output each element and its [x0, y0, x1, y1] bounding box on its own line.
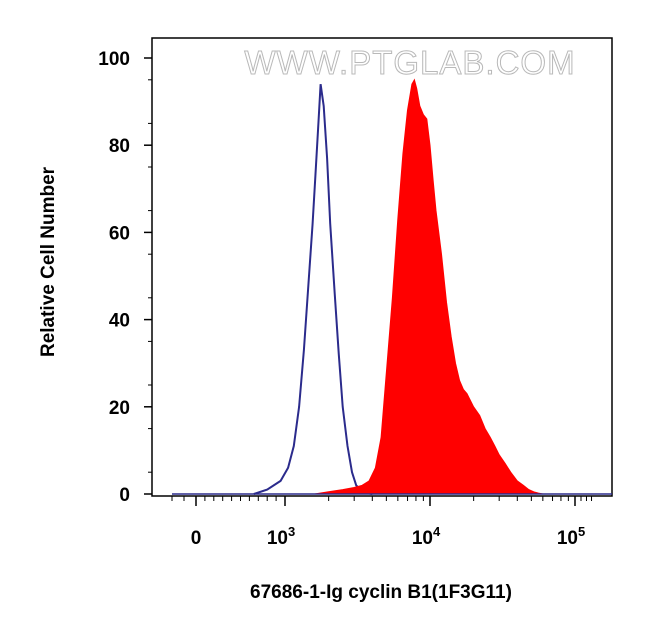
- plot-frame: [151, 37, 613, 497]
- x-tick-label: 104: [412, 524, 441, 549]
- x-tick-label: 103: [267, 524, 295, 549]
- y-tick-label: 20: [109, 398, 130, 419]
- x-tick-label: 0: [191, 528, 202, 549]
- y-axis: 0 20 40 60 80 100: [98, 49, 152, 506]
- x-tick-label: 105: [557, 524, 585, 549]
- y-axis-title: Relative Cell Number: [38, 166, 59, 357]
- x-axis: 0 103 104 105: [171, 496, 593, 549]
- watermark-text: WWW.PTGLAB.COM: [244, 44, 575, 81]
- y-tick-label: 80: [109, 136, 130, 157]
- y-tick-label: 40: [109, 311, 130, 332]
- x-axis-title: 67686-1-Ig cyclin B1(1F3G11): [250, 582, 512, 603]
- series-outline-histogram: [253, 84, 373, 495]
- series-layer: [172, 78, 612, 495]
- y-tick-label: 60: [109, 223, 130, 244]
- series-filled-histogram: [314, 78, 543, 495]
- y-tick-label: 100: [98, 49, 130, 70]
- y-tick-label: 0: [119, 485, 130, 506]
